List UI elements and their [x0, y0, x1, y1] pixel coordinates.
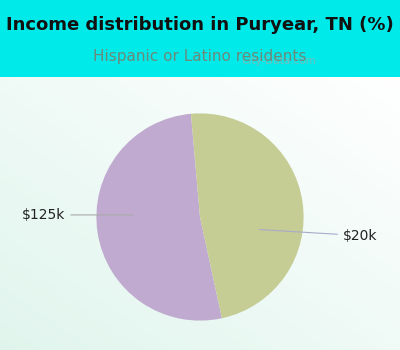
Text: $125k: $125k: [22, 208, 133, 222]
Text: Income distribution in Puryear, TN (%): Income distribution in Puryear, TN (%): [6, 15, 394, 34]
Text: Hispanic or Latino residents: Hispanic or Latino residents: [93, 49, 307, 63]
Text: $20k: $20k: [260, 229, 378, 243]
Text: City-Data.com: City-Data.com: [242, 56, 316, 66]
Wedge shape: [191, 113, 304, 318]
Wedge shape: [96, 114, 222, 321]
